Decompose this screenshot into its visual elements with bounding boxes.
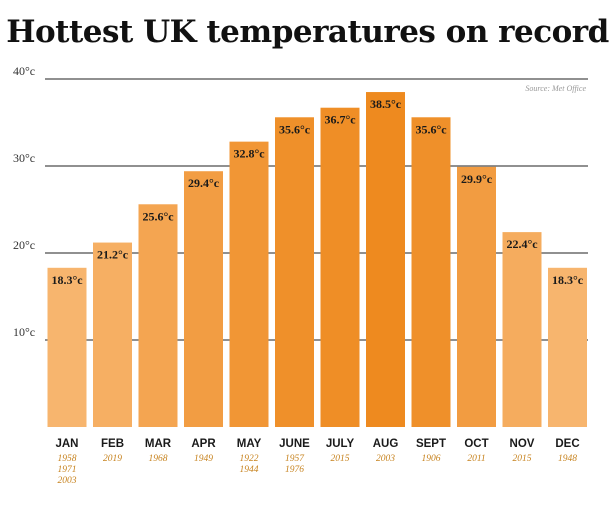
value-label: 32.8°c	[233, 147, 265, 161]
value-label: 21.2°c	[97, 248, 129, 262]
labels: 10°c20°c30°c40°c18.3°cJAN19581971200321.…	[13, 64, 584, 486]
record-year-label: 2011	[467, 454, 485, 464]
value-label: 36.7°c	[324, 113, 356, 127]
record-year-label: 1957	[285, 454, 305, 464]
bar-july	[320, 107, 360, 428]
bar-nov	[502, 232, 542, 427]
month-label: MAY	[237, 438, 262, 450]
bar-may	[229, 141, 269, 427]
record-year-label: 2015	[331, 454, 350, 464]
value-label: 29.4°c	[188, 176, 220, 190]
record-year-label: 2003	[58, 476, 77, 486]
value-label: 25.6°c	[142, 209, 174, 223]
bar-feb	[93, 242, 132, 427]
record-year-label: 1948	[558, 454, 577, 464]
y-tick-label: 30°c	[13, 151, 35, 165]
value-label: 18.3°c	[51, 273, 83, 287]
value-label: 38.5°c	[370, 97, 402, 111]
month-label: JULY	[326, 438, 355, 450]
record-year-label: 1958	[58, 454, 77, 464]
value-label: 22.4°c	[506, 237, 538, 251]
month-label: DEC	[555, 438, 579, 450]
bar-sept	[411, 117, 451, 427]
month-label: MAR	[145, 438, 172, 450]
record-year-label: 2003	[376, 454, 395, 464]
bar-jan	[47, 267, 87, 427]
grid-lines	[45, 78, 588, 341]
month-label: OCT	[464, 438, 488, 450]
month-label: FEB	[101, 438, 124, 450]
y-tick-label: 40°c	[13, 64, 35, 78]
y-tick-label: 10°c	[13, 325, 35, 339]
record-year-label: 2019	[103, 454, 122, 464]
record-year-label: 1906	[422, 454, 441, 464]
bar-aug	[366, 92, 405, 428]
record-year-label: 2015	[513, 454, 532, 464]
record-year-label: 1922	[240, 454, 259, 464]
record-year-label: 1971	[58, 465, 77, 475]
record-year-label: 1949	[194, 454, 213, 464]
y-tick-label: 20°c	[13, 238, 35, 252]
value-label: 29.9°c	[461, 172, 493, 186]
record-year-label: 1968	[149, 454, 168, 464]
bar-dec	[548, 267, 587, 427]
value-label: 18.3°c	[552, 273, 584, 287]
month-label: APR	[191, 438, 216, 450]
month-label: NOV	[510, 438, 535, 450]
bars	[47, 92, 587, 428]
month-label: AUG	[373, 438, 399, 450]
value-label: 35.6°c	[279, 122, 311, 136]
value-label: 35.6°c	[415, 122, 447, 136]
bar-mar	[138, 204, 178, 427]
bar-oct	[457, 166, 496, 427]
chart-title: Hottest UK temperatures on record	[6, 14, 609, 50]
month-label: JAN	[55, 438, 78, 450]
bar-apr	[184, 171, 223, 427]
record-year-label: 1976	[285, 465, 304, 475]
month-label: SEPT	[416, 438, 446, 450]
source-label: Source: Met Office	[525, 84, 586, 93]
month-label: JUNE	[279, 438, 310, 450]
bar-june	[275, 117, 314, 427]
record-year-label: 1944	[240, 465, 259, 475]
